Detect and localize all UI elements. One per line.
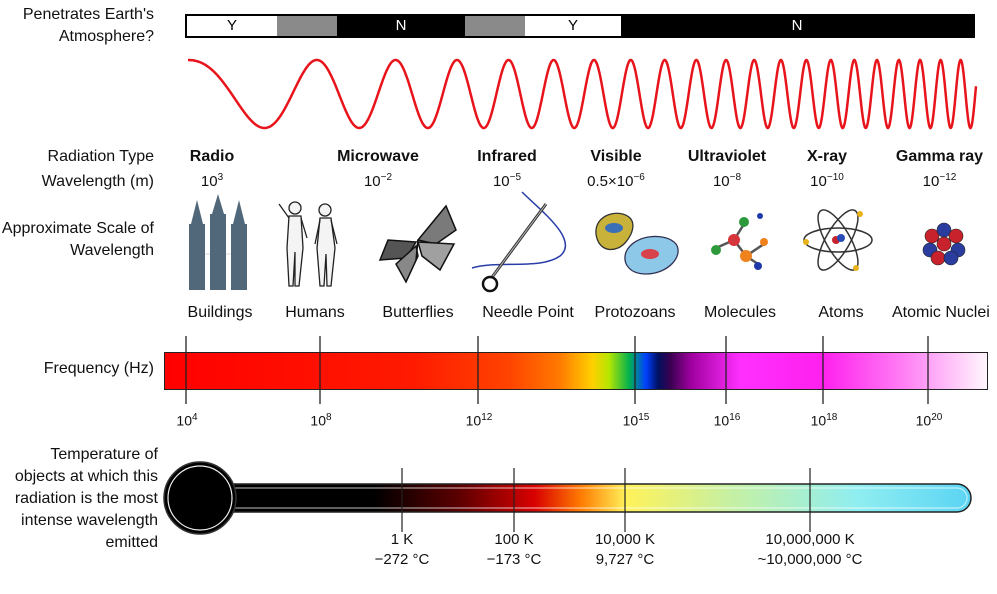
atmosphere-segment: N [337,16,465,36]
wavelength-value: 10−12 [922,172,957,190]
atom-icon [803,209,873,271]
radiation-type: Radio [189,148,235,165]
frequency-label: Frequency (Hz) [43,360,154,377]
frequency-spectrum-bar [164,352,988,390]
wavelength-value: 10−10 [810,172,844,190]
radiation-type: Visible [590,148,642,165]
frequency-tick-label: 1020 [915,412,943,429]
radiation-type-label: Radiation Type [47,148,154,165]
atmosphere-segment: N [621,16,973,36]
wavelength-value: 10−5 [492,172,522,190]
scale-label-item: Needle Point [482,304,574,321]
wavelength-value: 10−8 [712,172,742,190]
scale-label-item: Atoms [818,304,864,321]
frequency-tick-label: 104 [176,412,198,429]
frequency-tick-label: 1018 [810,412,838,429]
molecule-icon [711,213,768,270]
temperature-tick-label: 10,000,000 K ~10,000,000 °C [757,531,863,568]
atmosphere-segment: Y [525,16,621,36]
wavelength-value: 0.5×10−6 [587,172,645,190]
radiation-type: X-ray [806,148,848,165]
atmosphere-segment: Y [187,16,277,36]
scale-label-item: Butterflies [382,304,454,321]
wave-line [188,58,978,130]
scale-label-item: Molecules [703,304,777,321]
scale-label-item: Buildings [187,304,253,321]
wavelength-label: Wavelength (m) [41,173,154,190]
radiation-type: Ultraviolet [687,148,767,165]
atmosphere-label: Penetrates Earth's Atmosphere? [22,6,154,45]
nucleus-icon [922,222,966,266]
frequency-ticks [185,336,929,404]
temperature-tick-label: 1 K −272 °C [374,531,430,568]
humans-icon [278,201,338,287]
atmosphere-segment [277,16,337,36]
temperature-thermometer [163,461,972,535]
scale-label: Approximate Scale of Wavelength [1,220,154,259]
atmosphere-bar: Y N Y N [185,14,975,38]
protozoa-icon [595,212,679,275]
frequency-tick-label: 1015 [622,412,650,429]
temperature-label: Temperature of objects at which this rad… [14,446,158,551]
scale-label-item: Humans [285,304,345,321]
frequency-tick-label: 1012 [465,412,493,429]
wavelength-value: 10−2 [363,172,393,190]
temperature-tick-label: 100 K −173 °C [486,531,542,568]
radiation-type: Microwave [337,148,419,165]
radiation-type: Infrared [477,148,537,165]
frequency-tick-label: 108 [310,412,332,429]
temperature-tick-label: 10,000 K 9,727 °C [594,531,656,568]
needle-icon [471,191,567,293]
wavelength-value: 103 [200,172,224,190]
radiation-type: Gamma ray [895,148,984,165]
scale-label-item: Atomic Nuclei [892,304,990,321]
butterfly-icon [378,204,457,284]
buildings-icon [189,194,247,290]
atmosphere-segment [465,16,525,36]
wave-graphic [188,58,978,130]
scale-label-item: Protozoans [594,304,676,321]
frequency-tick-label: 1016 [713,412,741,429]
